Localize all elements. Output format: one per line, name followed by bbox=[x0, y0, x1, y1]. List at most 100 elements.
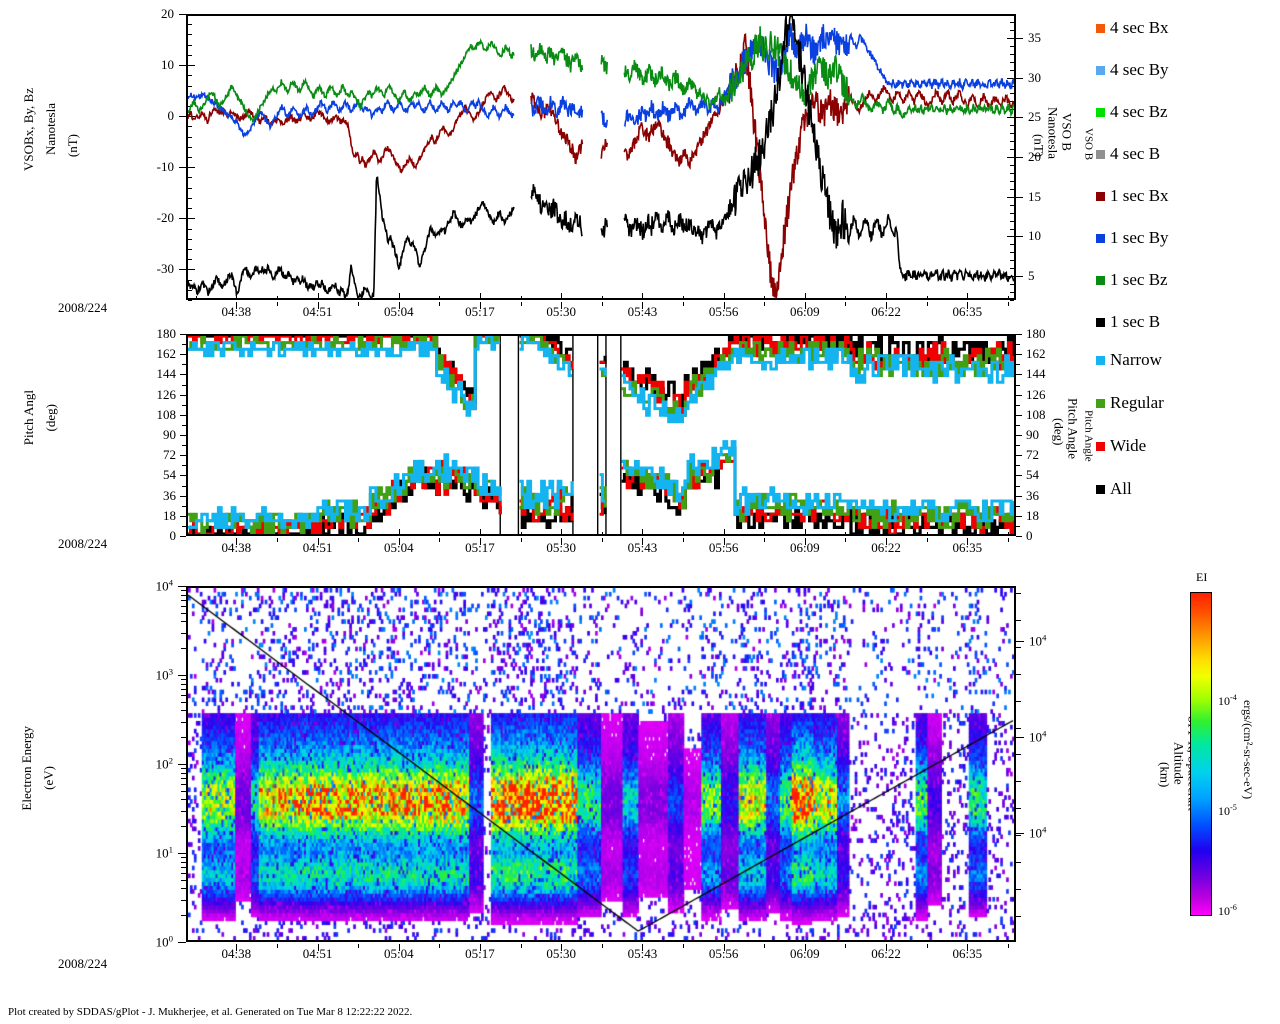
legend-item[interactable]: 1 sec B bbox=[1096, 312, 1160, 332]
panel1-ytick-right-minor bbox=[1010, 284, 1014, 286]
time-tick-minor-outer bbox=[601, 302, 603, 306]
panel1-ytick-label-right: 15 bbox=[1028, 188, 1041, 204]
legend-item[interactable]: 1 sec By bbox=[1096, 228, 1169, 248]
time-tick-label: 05:17 bbox=[465, 946, 495, 961]
time-tick-major-outer bbox=[398, 538, 400, 545]
panel2-ytick-left bbox=[180, 374, 186, 376]
panel1-ytick-minor bbox=[188, 126, 192, 128]
panel1-ytick-right-minor bbox=[1010, 53, 1014, 55]
panel3-ytick-minor bbox=[181, 899, 186, 901]
time-tick-major bbox=[804, 529, 806, 536]
time-tick-minor-outer bbox=[601, 538, 603, 542]
panel2-ytick-label-right: 108 bbox=[1026, 406, 1046, 422]
legend-item[interactable]: Wide bbox=[1096, 436, 1146, 456]
legend-item[interactable]: All bbox=[1096, 479, 1132, 499]
time-tick-major bbox=[642, 529, 644, 536]
time-tick-label: 05:56 bbox=[708, 304, 739, 319]
panel3-ytick-minor bbox=[181, 810, 186, 812]
panel3-ytick-minor bbox=[181, 594, 186, 596]
legend-item[interactable]: Regular bbox=[1096, 393, 1164, 413]
time-tick-minor-outer bbox=[764, 302, 766, 306]
pitch-trace-narrow bbox=[188, 336, 1014, 424]
panel3-ytick-left bbox=[178, 675, 186, 676]
panel1-ytick-right-minor bbox=[1010, 292, 1014, 294]
time-tick-minor bbox=[520, 938, 522, 942]
panel1-ytick-minor bbox=[188, 85, 192, 87]
time-tick-minor bbox=[358, 296, 360, 300]
time-tick-label: 06:35 bbox=[952, 946, 983, 961]
legend-item[interactable]: 4 sec Bz bbox=[1096, 102, 1168, 122]
panel2-ytick-minor bbox=[182, 465, 186, 467]
time-tick-minor-outer bbox=[1007, 944, 1009, 948]
time-tick-major bbox=[398, 293, 400, 300]
time-tick-label: 06:09 bbox=[790, 304, 820, 319]
panel3-ytick-right-minor bbox=[1016, 781, 1021, 783]
panel3-ytick-minor bbox=[181, 612, 186, 614]
panel2-ytick-label-right: 162 bbox=[1026, 346, 1046, 362]
panel2-ytick-minor bbox=[182, 424, 186, 426]
trace-1-sec-Bx bbox=[188, 32, 1014, 298]
legend-swatch bbox=[1096, 484, 1105, 494]
panel2-ytick-label-right: 36 bbox=[1026, 487, 1039, 503]
panel3-ytick-minor bbox=[181, 710, 186, 712]
panel1-ytick-right-minor bbox=[1010, 252, 1014, 254]
panel3-ytick-minor bbox=[181, 888, 186, 890]
panel3-ytick-minor bbox=[181, 648, 186, 650]
panel1-ytick-label-right: 10 bbox=[1028, 228, 1041, 244]
panel1-ytick-left bbox=[179, 65, 186, 67]
legend-item[interactable]: 4 sec Bx bbox=[1096, 18, 1169, 38]
panel3-ytick-label-right: 104 bbox=[1029, 728, 1047, 745]
time-tick-major bbox=[561, 529, 563, 536]
time-tick-label: 05:04 bbox=[383, 540, 414, 555]
panel1-ytick-right-minor bbox=[1010, 133, 1014, 135]
time-tick-label: 05:30 bbox=[546, 304, 577, 319]
panel1-ytick-minor bbox=[188, 197, 192, 199]
panel1-ytick-right-in bbox=[1007, 157, 1014, 158]
panel3-ytick-left bbox=[178, 764, 186, 765]
panel1-ytick-right-minor bbox=[1010, 45, 1014, 47]
panel3-ytick-minor bbox=[181, 783, 186, 785]
panel1-ytick-minor bbox=[188, 24, 192, 26]
time-tick-label: 05:56 bbox=[708, 946, 739, 961]
legend-item[interactable]: 1 sec Bx bbox=[1096, 186, 1169, 206]
panel3-ytick-label-left: 103 bbox=[155, 666, 173, 683]
panel3-ytick-minor bbox=[181, 777, 186, 779]
time-tick-label: 05:43 bbox=[627, 946, 658, 961]
panel1-ytick-right bbox=[1016, 117, 1023, 119]
time-tick-minor bbox=[683, 296, 685, 300]
legend-swatch bbox=[1096, 441, 1105, 451]
time-tick-major bbox=[561, 293, 563, 300]
panel1-ytick-right-minor bbox=[1010, 14, 1014, 15]
time-tick-minor bbox=[1007, 938, 1009, 942]
panel3-ylabel-left-line2: (eV) bbox=[41, 766, 56, 790]
time-tick-major-outer bbox=[398, 944, 400, 951]
panel2-ytick-left bbox=[180, 455, 186, 457]
legend-swatch bbox=[1096, 65, 1105, 75]
time-tick-minor bbox=[683, 938, 685, 942]
panel3-ytick-right bbox=[1016, 833, 1024, 835]
panel2-ytick-minor bbox=[182, 404, 186, 406]
time-tick-label: 05:43 bbox=[627, 540, 658, 555]
panel1-ytick-right-minor bbox=[1010, 21, 1014, 23]
time-tick-label: 06:09 bbox=[790, 946, 820, 961]
panel2-ytick-label-right: 0 bbox=[1026, 528, 1033, 543]
panel2-ytick-label-left: 90 bbox=[163, 427, 176, 442]
time-tick-minor bbox=[845, 296, 847, 300]
panel1-ytick-right-minor bbox=[1010, 244, 1014, 246]
panel1-ylabel-left-line3: (nT) bbox=[65, 134, 80, 158]
panel3-ytick-minor bbox=[181, 857, 186, 859]
legend-item[interactable]: Narrow bbox=[1096, 350, 1162, 370]
panel1-ytick-left bbox=[179, 116, 186, 118]
trace-1-sec-Bz bbox=[188, 26, 1014, 124]
panel2-ytick-minor bbox=[182, 505, 186, 507]
legend-item[interactable]: 4 sec B bbox=[1096, 144, 1160, 164]
legend-item[interactable]: 4 sec By bbox=[1096, 60, 1169, 80]
legend-label: 4 sec Bx bbox=[1110, 18, 1169, 37]
time-tick-minor bbox=[683, 532, 685, 536]
panel2-date-label: 2008/224 bbox=[58, 536, 108, 551]
time-tick-minor-outer bbox=[439, 302, 441, 306]
panel3-ytick-right-minor bbox=[1016, 673, 1021, 675]
legend-item[interactable]: 1 sec Bz bbox=[1096, 270, 1168, 290]
panel3-ytick-minor bbox=[181, 915, 186, 917]
time-tick-major-outer bbox=[723, 944, 725, 951]
